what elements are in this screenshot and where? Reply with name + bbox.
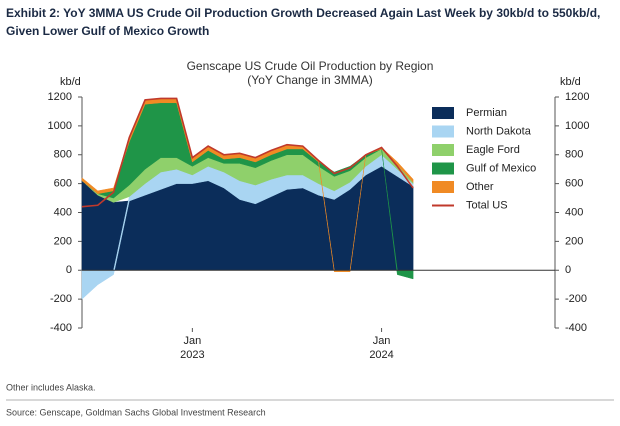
y-tick-label: 200 <box>54 235 72 247</box>
y-tick-label: -200 <box>50 293 72 305</box>
legend-swatch <box>432 125 454 138</box>
footnote: Other includes Alaska. <box>6 382 96 392</box>
x-tick-label: Jan <box>373 335 391 347</box>
line <box>81 97 414 208</box>
chart-title: Genscape US Crude Oil Production by Regi… <box>187 59 434 73</box>
y2-tick-label: 1000 <box>565 120 589 132</box>
y2-axis-label: kb/d <box>560 76 581 88</box>
legend-label: Other <box>466 181 494 193</box>
y-tick-label: 0 <box>66 264 72 276</box>
x-tick-label: Jan <box>183 335 201 347</box>
legend-label: Eagle Ford <box>466 144 520 156</box>
legend-label: Gulf of Mexico <box>466 162 536 174</box>
y-tick-label: 1000 <box>48 120 72 132</box>
y-tick-label: 400 <box>54 206 72 218</box>
y-axis-label: kb/d <box>60 76 81 88</box>
y-tick-label: -400 <box>50 322 72 334</box>
y2-tick-label: 800 <box>565 149 583 161</box>
x-tick-label: 2023 <box>180 349 204 361</box>
y-tick-label: 600 <box>54 178 72 190</box>
exhibit-title: Given Lower Gulf of Mexico Growth <box>6 24 209 38</box>
legend-label: Total US <box>466 199 508 211</box>
legend-swatch <box>432 144 454 156</box>
exhibit-title: Exhibit 2: YoY 3MMA US Crude Oil Product… <box>6 6 600 20</box>
y-tick-label: 1200 <box>48 91 72 103</box>
y2-tick-label: 600 <box>565 178 583 190</box>
legend-label: North Dakota <box>466 125 532 137</box>
legend-swatch <box>432 181 454 193</box>
y2-tick-label: 0 <box>565 264 571 276</box>
y2-tick-label: 200 <box>565 235 583 247</box>
chart-subtitle: (YoY Change in 3MMA) <box>247 73 372 87</box>
legend-swatch <box>432 162 454 175</box>
legend-swatch <box>432 107 454 119</box>
y2-tick-label: 400 <box>565 206 583 218</box>
legend-label: Permian <box>466 107 507 119</box>
y2-tick-label: -200 <box>565 293 587 305</box>
y-tick-label: 800 <box>54 149 72 161</box>
y2-tick-label: -400 <box>565 322 587 334</box>
source: Source: Genscape, Goldman Sachs Global I… <box>6 407 266 417</box>
y2-tick-label: 1200 <box>565 91 589 103</box>
x-tick-label: 2024 <box>369 349 393 361</box>
